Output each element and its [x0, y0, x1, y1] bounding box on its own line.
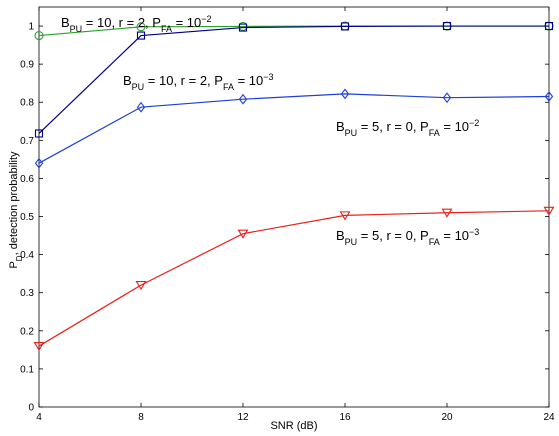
data-point: [238, 93, 248, 105]
data-point: [238, 23, 248, 32]
x-tick-label: 16: [339, 412, 351, 423]
data-point: [442, 21, 452, 31]
y-tick-label: 0.2: [20, 326, 34, 337]
y-tick-label: 0.5: [20, 212, 34, 223]
series-group: [33, 21, 555, 352]
annotation-bpu5-pfa1e-2: BPU = 5, r = 0, PFA = 10−2: [336, 118, 479, 138]
series-line: [38, 93, 550, 164]
x-tick-label: 24: [543, 412, 555, 423]
y-tick-label: 1: [28, 22, 34, 33]
series-3: [33, 206, 555, 352]
annotation-bpu10-pfa1e-2: BPU = 10, r = 2, PFA = 10−2: [61, 14, 212, 34]
data-point: [136, 22, 146, 32]
x-tick-label: 4: [36, 412, 42, 423]
y-axis-label: PD, detection probability: [8, 151, 24, 269]
y-tick-label: 0.7: [20, 136, 34, 147]
data-point: [135, 281, 147, 291]
data-point: [136, 101, 146, 113]
y-tick-label: 0.6: [20, 174, 34, 185]
plot-area: [38, 6, 550, 408]
y-tick-label: 0.8: [20, 98, 34, 109]
axis-ticks: 4 8 12 16 20 24 0 0.1 0.2 0.3 0.4 0.5 0.6 0.7 0.8 0.9 1: [20, 7, 555, 423]
x-tick-label: 20: [441, 412, 453, 423]
data-point: [441, 208, 453, 218]
data-point: [34, 129, 44, 138]
data-point: [544, 21, 554, 31]
data-point: [34, 31, 44, 41]
annotation-bpu5-pfa1e-3: BPU = 5, r = 0, PFA = 10−3: [336, 227, 479, 247]
y-tick-label: 0.9: [20, 60, 34, 71]
data-point: [340, 22, 350, 31]
data-point: [237, 229, 249, 239]
data-point: [543, 206, 555, 216]
series-line: [38, 25, 549, 134]
annotation-bpu10-pfa1e-3: BPU = 10, r = 2, PFA = 10−3: [123, 72, 274, 92]
y-tick-label: 0.4: [20, 250, 34, 261]
data-point: [339, 211, 351, 221]
y-tick-label: 0: [28, 403, 34, 414]
x-axis-label: SNR (dB): [270, 420, 317, 432]
series-1: [34, 21, 554, 138]
y-tick-label: 0.3: [20, 288, 34, 299]
data-point: [340, 88, 350, 100]
x-tick-label: 8: [138, 412, 144, 423]
data-point: [34, 157, 44, 169]
data-point: [544, 91, 554, 102]
x-tick-label: 12: [237, 412, 249, 423]
data-point: [136, 31, 146, 40]
series-line: [38, 210, 550, 347]
data-point: [442, 92, 452, 104]
data-point: [33, 341, 45, 352]
y-tick-label: 0.1: [20, 364, 34, 375]
series-2: [34, 88, 554, 169]
